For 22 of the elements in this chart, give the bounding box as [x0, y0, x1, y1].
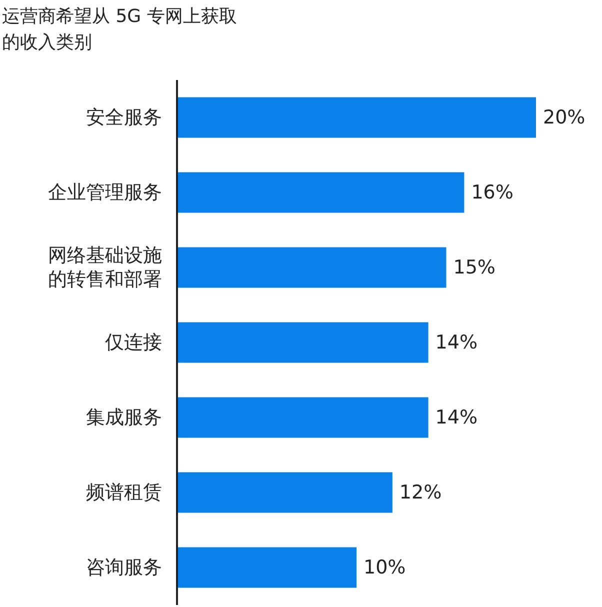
data-label: 16%: [471, 182, 514, 204]
data-label: 15%: [453, 256, 496, 278]
data-label: 20%: [543, 106, 586, 128]
bar: [177, 247, 446, 288]
bar: [177, 172, 464, 213]
bar: [177, 97, 536, 138]
data-label: 10%: [364, 556, 406, 578]
y-tick-label: 咨询服务: [86, 556, 162, 578]
bar: [177, 322, 428, 363]
chart-title: 运营商希望从 5G 专网上获取的收入类别: [2, 6, 237, 53]
bar: [177, 472, 392, 513]
y-tick-label: 网络基础设施的转售和部署: [48, 244, 162, 290]
bar: [177, 397, 428, 438]
bar: [177, 547, 356, 588]
y-tick-label: 安全服务: [86, 106, 162, 128]
data-label: 14%: [435, 332, 478, 354]
data-label: 14%: [435, 406, 478, 428]
data-label: 12%: [399, 482, 442, 504]
y-tick-label: 频谱租赁: [86, 482, 162, 504]
y-tick-label: 仅连接: [105, 332, 162, 354]
y-tick-label: 企业管理服务: [48, 182, 162, 204]
y-tick-label: 集成服务: [86, 406, 162, 428]
